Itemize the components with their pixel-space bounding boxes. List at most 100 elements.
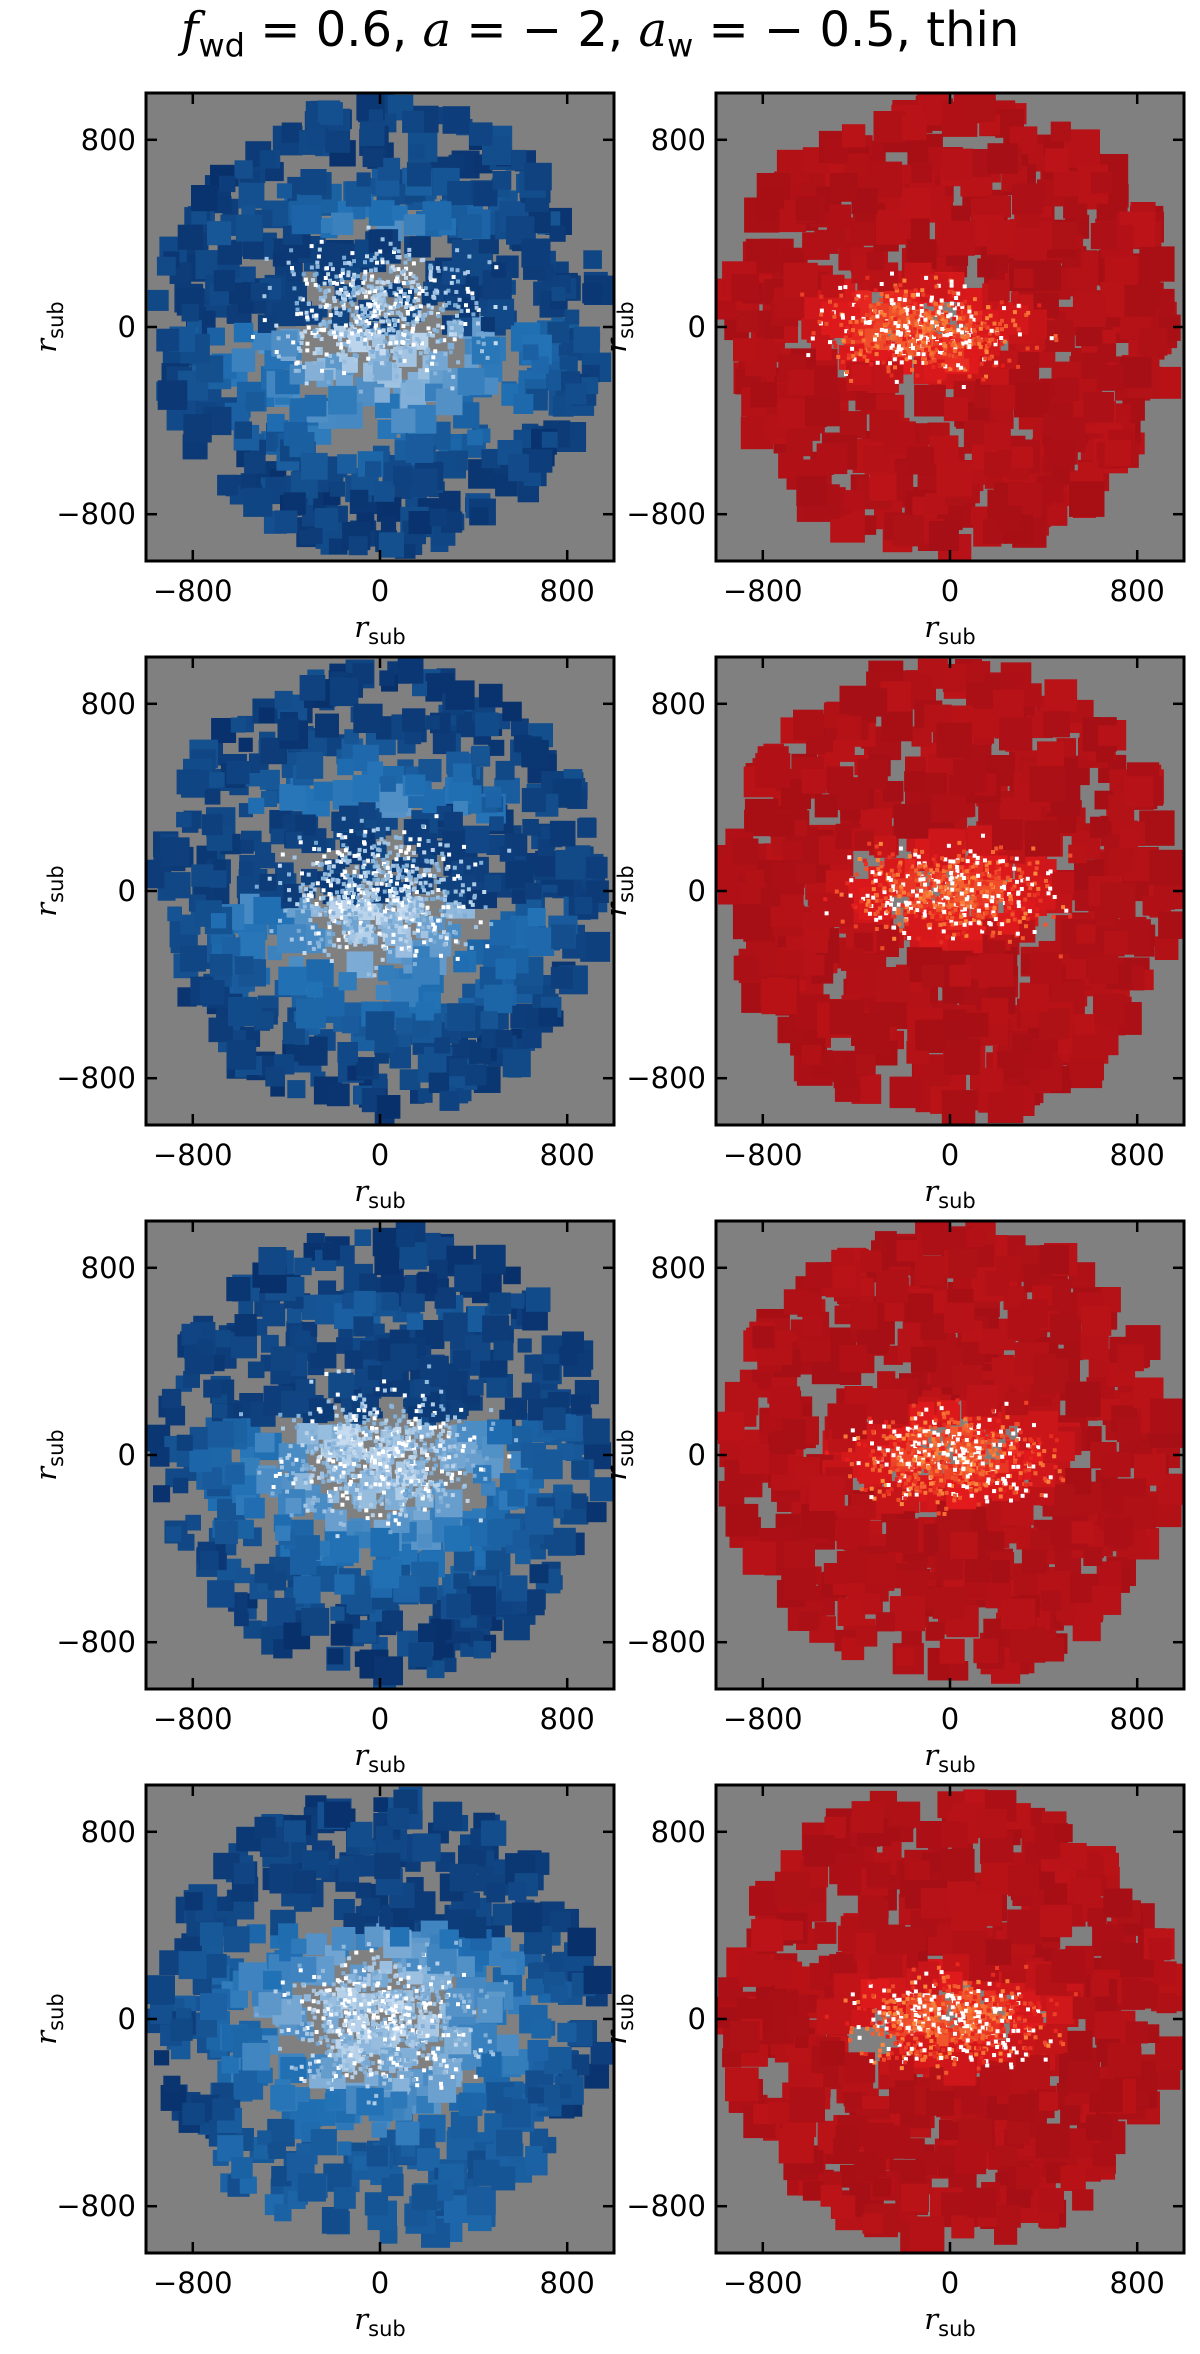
heatmap-core-cell [1007,878,1012,883]
heatmap-cell [481,892,497,909]
heatmap-core-cell [951,898,956,903]
heatmap-core-cell [340,872,345,877]
heatmap-core-cell [386,841,391,846]
heatmap-core-cell [381,862,386,866]
heatmap-core-cell [363,294,368,299]
heatmap-core-cell [295,307,300,312]
heatmap-core-cell [430,890,435,895]
heatmap-cell [392,205,408,221]
heatmap-core-cell [1035,891,1040,896]
heatmap-core-cell [375,304,380,309]
heatmap-core-cell [407,252,412,257]
heatmap-core-cell [362,316,366,320]
heatmap-core-cell [388,305,393,310]
heatmap-cell [439,490,461,513]
heatmap-core-cell [843,319,848,324]
heatmap-core-cell [848,893,853,898]
heatmap-core-cell [1025,346,1030,351]
heatmap-core-cell [323,912,328,917]
heatmap-core-cell [343,855,348,860]
heatmap-core-cell [348,878,353,883]
heatmap-core-cell [365,254,369,259]
heatmap-core-cell [436,314,441,318]
heatmap-cell [325,128,351,153]
heatmap-core-cell [867,349,872,354]
heatmap-core-cell [315,881,320,886]
heatmap-core-cell [468,900,473,905]
heatmap-core-cell [443,290,448,295]
heatmap-core-cell [973,338,978,343]
heatmap-core-cell [879,861,884,865]
heatmap-core-cell [402,317,407,322]
heatmap-core-cell [919,306,924,311]
heatmap-core-cell [443,352,448,357]
heatmap-core-cell [302,365,307,370]
heatmap-cell [1143,895,1164,916]
heatmap-core-cell [337,944,342,949]
heatmap-core-cell [424,858,429,863]
heatmap-core-cell [999,885,1004,890]
heatmap-core-cell [376,847,380,852]
heatmap-cell [306,527,323,544]
heatmap-core-cell [417,339,422,344]
heatmap-core-cell [349,884,354,889]
heatmap-core-cell [328,909,333,914]
heatmap-core-cell [928,891,933,896]
heatmap-core-cell [364,318,369,323]
heatmap-cell [415,1002,434,1021]
heatmap-cell [855,1054,876,1075]
heatmap-core-cell [314,931,318,936]
heatmap-core-cell [440,325,445,330]
heatmap-cell [733,338,757,362]
heatmap-core-cell [371,896,375,900]
heatmap-core-cell [847,855,852,860]
heatmap-core-cell [907,854,912,859]
heatmap-core-cell [347,919,352,924]
y-tick-label: −800 [626,497,706,531]
heatmap-core-cell [344,945,349,950]
heatmap-core-cell [954,296,959,300]
heatmap-core-cell [356,874,361,879]
heatmap-core-cell [298,840,303,845]
heatmap-cell [557,879,574,896]
heatmap-core-cell [981,377,986,382]
heatmap-core-cell [309,890,313,895]
heatmap-core-cell [420,914,425,919]
heatmap-core-cell [382,362,387,367]
heatmap-core-cell [431,355,436,360]
heatmap-core-cell [381,878,385,883]
heatmap-cell [999,717,1032,751]
heatmap-core-cell [930,320,935,325]
heatmap-core-cell [385,260,390,265]
heatmap-cell [839,411,867,439]
heatmap-cell [442,830,466,854]
heatmap-core-cell [407,936,412,941]
heatmap-core-cell [283,908,288,913]
heatmap-core-cell [971,918,976,922]
heatmap-cell [442,106,471,134]
heatmap-core-cell [470,291,475,296]
heatmap-cell [1090,816,1112,838]
heatmap-core-cell [385,912,390,917]
heatmap-cell [1139,327,1168,356]
heatmap-core-cell [478,920,483,925]
heatmap-core-cell [331,911,336,916]
heatmap-core-cell [887,324,892,328]
heatmap-core-cell [993,338,998,343]
heatmap-core-cell [386,304,391,309]
heatmap-core-cell [942,351,947,356]
heatmap-cells [146,657,611,1125]
heatmap-cell [804,929,828,953]
heatmap-cell [439,1091,460,1111]
heatmap-core-cell [927,874,932,879]
heatmap-core-cell [930,346,935,351]
heatmap-core-cell [934,311,939,316]
heatmap-core-cell [296,346,301,351]
heatmap-core-cell [938,345,942,350]
heatmap-cell [481,1029,500,1049]
heatmap-core-cell [402,329,407,334]
heatmap-core-cell [344,920,349,925]
heatmap-core-cell [461,904,466,909]
heatmap-core-cell [356,274,361,279]
heatmap-core-cell [929,879,934,883]
